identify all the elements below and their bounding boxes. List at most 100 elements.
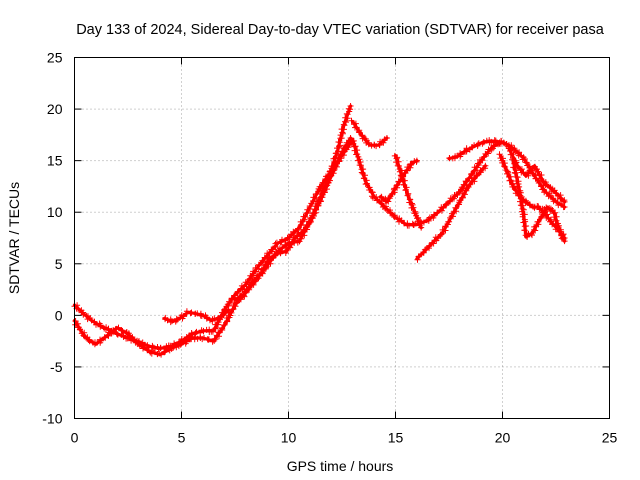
data-point [430, 240, 437, 247]
data-point [232, 296, 239, 303]
data-point [393, 182, 400, 189]
data-point [382, 205, 389, 212]
data-point [150, 344, 157, 351]
data-point [420, 219, 427, 226]
data-point [522, 156, 528, 162]
data-point [561, 238, 568, 245]
data-point [410, 204, 417, 211]
chart-title: Day 133 of 2024, Sidereal Day-to-day VTE… [76, 22, 605, 38]
data-point [373, 143, 380, 150]
data-point [341, 122, 348, 129]
data-point [84, 316, 91, 323]
data-point [216, 329, 223, 336]
data-point [525, 169, 532, 176]
data-point [353, 124, 360, 131]
data-point [445, 218, 452, 225]
data-point [522, 200, 529, 206]
data-point [383, 134, 390, 141]
data-point [215, 315, 222, 322]
data-point [283, 247, 290, 254]
data-point [315, 200, 322, 207]
data-point [422, 246, 429, 253]
data-point [551, 187, 558, 194]
data-point [140, 345, 146, 352]
data-point [414, 256, 421, 263]
series-track-9 [446, 137, 512, 162]
data-point [523, 223, 530, 229]
data-point [421, 246, 428, 253]
data-point [474, 172, 480, 179]
data-point [475, 140, 482, 147]
data-point [513, 159, 520, 166]
data-point [279, 236, 285, 243]
data-point [532, 227, 539, 234]
data-point [512, 170, 519, 177]
data-point [341, 145, 348, 152]
y-tick-label: 0 [55, 307, 63, 323]
data-point [370, 194, 376, 201]
data-point [529, 232, 535, 239]
data-point [131, 337, 138, 344]
data-point [535, 203, 542, 210]
data-point [328, 163, 335, 170]
data-point [496, 151, 503, 158]
series-track-7 [414, 162, 489, 263]
data-point [452, 204, 459, 211]
data-point [440, 205, 447, 211]
data-point [426, 243, 433, 250]
data-point [224, 301, 231, 308]
grid-lines [74, 57, 610, 419]
data-point [511, 169, 518, 176]
data-point [373, 194, 380, 200]
data-point [480, 154, 487, 161]
data-point [442, 201, 449, 208]
data-point [505, 169, 512, 176]
data-point [302, 213, 309, 220]
data-point [324, 175, 331, 182]
data-point [549, 221, 556, 228]
data-point [170, 343, 177, 350]
data-point [356, 162, 363, 169]
data-point [550, 198, 557, 205]
y-tick-label: 5 [55, 256, 63, 272]
data-point [198, 313, 205, 319]
x-tick-label: 15 [388, 430, 404, 446]
data-point [378, 200, 385, 207]
data-point [336, 143, 343, 150]
x-tick-label: 20 [495, 430, 511, 446]
data-point [347, 102, 354, 109]
data-point [365, 141, 372, 148]
data-point [519, 208, 526, 215]
data-point [418, 224, 425, 231]
data-point [471, 142, 478, 149]
data-point [387, 209, 394, 216]
data-point [335, 148, 341, 155]
data-point [119, 328, 126, 334]
y-tick-label: 15 [47, 153, 63, 169]
data-point [390, 212, 397, 219]
data-point [270, 254, 277, 260]
data-point [457, 150, 464, 157]
data-point [231, 295, 238, 302]
data-point [72, 321, 79, 328]
data-point [394, 181, 401, 188]
data-point [120, 332, 127, 339]
data-point [431, 212, 438, 219]
data-point [183, 338, 190, 345]
data-point [520, 219, 527, 226]
data-point [488, 138, 495, 145]
data-point [209, 328, 216, 335]
data-point [434, 209, 441, 216]
data-point [394, 154, 401, 161]
data-point [467, 181, 474, 187]
data-point [463, 145, 470, 152]
data-point [321, 182, 328, 189]
data-point [205, 336, 212, 343]
data-point [454, 152, 461, 159]
data-point [535, 180, 542, 186]
data-point [466, 181, 473, 188]
data-point [253, 275, 260, 281]
data-point [394, 162, 401, 169]
